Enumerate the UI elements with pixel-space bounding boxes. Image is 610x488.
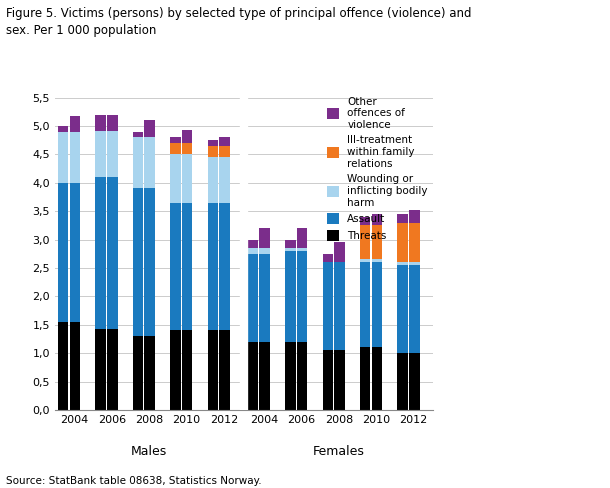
- Bar: [409, 262, 420, 265]
- Bar: [297, 228, 307, 248]
- Bar: [207, 330, 218, 410]
- Bar: [334, 262, 345, 350]
- Bar: [145, 336, 155, 410]
- Bar: [334, 350, 345, 410]
- Bar: [145, 137, 155, 188]
- Text: Source: StatBank table 08638, Statistics Norway.: Source: StatBank table 08638, Statistics…: [6, 476, 262, 486]
- Bar: [397, 353, 408, 410]
- Bar: [107, 115, 118, 130]
- Bar: [259, 254, 270, 342]
- Bar: [182, 130, 192, 143]
- Bar: [360, 347, 370, 410]
- Bar: [219, 137, 230, 146]
- Bar: [285, 251, 296, 342]
- Bar: [207, 140, 218, 146]
- Bar: [259, 342, 270, 410]
- Bar: [170, 143, 181, 154]
- Bar: [95, 177, 106, 329]
- Bar: [219, 330, 230, 410]
- Text: Figure 5. Victims (persons) by selected type of principal offence (violence) and: Figure 5. Victims (persons) by selected …: [6, 7, 472, 37]
- Bar: [70, 132, 80, 183]
- Bar: [360, 225, 370, 260]
- Bar: [58, 126, 68, 132]
- Text: Males: Males: [131, 445, 167, 458]
- Bar: [95, 329, 106, 410]
- Bar: [58, 183, 68, 322]
- Bar: [409, 223, 420, 262]
- Bar: [360, 217, 370, 225]
- Bar: [170, 203, 181, 330]
- Bar: [170, 137, 181, 143]
- Bar: [360, 260, 370, 262]
- Bar: [170, 154, 181, 203]
- Bar: [371, 260, 382, 262]
- Bar: [248, 240, 258, 248]
- Bar: [360, 262, 370, 347]
- Bar: [285, 240, 296, 248]
- Bar: [323, 350, 333, 410]
- Bar: [285, 342, 296, 410]
- Bar: [409, 353, 420, 410]
- Bar: [409, 210, 420, 223]
- Bar: [107, 130, 118, 177]
- Bar: [145, 188, 155, 336]
- Bar: [397, 223, 408, 262]
- Bar: [259, 248, 270, 254]
- Bar: [219, 157, 230, 203]
- Bar: [58, 132, 68, 183]
- Bar: [182, 154, 192, 203]
- Bar: [371, 225, 382, 260]
- Bar: [133, 188, 143, 336]
- Bar: [323, 262, 333, 350]
- Bar: [334, 243, 345, 262]
- Bar: [248, 248, 258, 254]
- Legend: Other
offences of
violence, Ill-treatment
within family
relations, Wounding or
i: Other offences of violence, Ill-treatmen…: [326, 97, 428, 241]
- Bar: [182, 203, 192, 330]
- Bar: [397, 262, 408, 265]
- Bar: [182, 143, 192, 154]
- Bar: [133, 132, 143, 137]
- Bar: [397, 265, 408, 353]
- Bar: [371, 214, 382, 225]
- Bar: [133, 336, 143, 410]
- Bar: [107, 329, 118, 410]
- Bar: [323, 254, 333, 262]
- Bar: [297, 248, 307, 251]
- Bar: [248, 254, 258, 342]
- Bar: [133, 137, 143, 188]
- Bar: [58, 322, 68, 410]
- Bar: [107, 177, 118, 329]
- Bar: [259, 228, 270, 248]
- Bar: [219, 146, 230, 157]
- Bar: [145, 121, 155, 137]
- Bar: [409, 265, 420, 353]
- Bar: [170, 330, 181, 410]
- Bar: [297, 251, 307, 342]
- Bar: [219, 203, 230, 330]
- Bar: [70, 183, 80, 322]
- Bar: [182, 330, 192, 410]
- Bar: [397, 214, 408, 223]
- Bar: [297, 342, 307, 410]
- Bar: [248, 342, 258, 410]
- Bar: [207, 146, 218, 157]
- Bar: [207, 157, 218, 203]
- Bar: [207, 203, 218, 330]
- Bar: [70, 116, 80, 132]
- Bar: [95, 130, 106, 177]
- Bar: [70, 322, 80, 410]
- Bar: [95, 115, 106, 130]
- Bar: [285, 248, 296, 251]
- Text: Females: Females: [313, 445, 365, 458]
- Bar: [371, 262, 382, 347]
- Bar: [371, 347, 382, 410]
